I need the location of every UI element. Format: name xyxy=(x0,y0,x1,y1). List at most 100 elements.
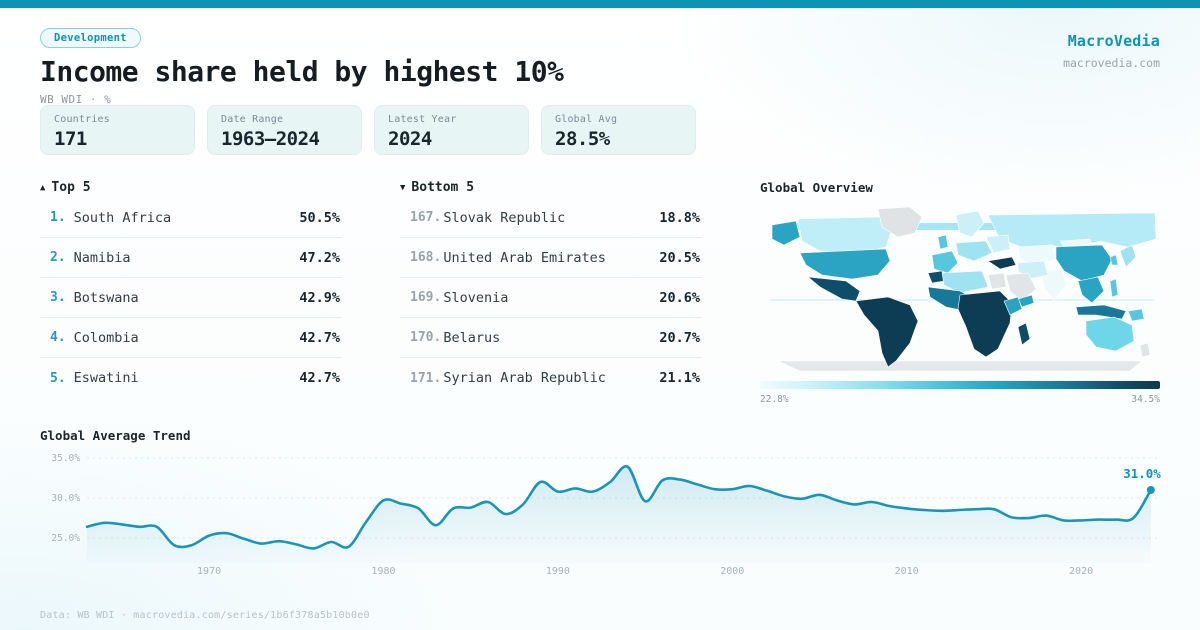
brand-domain: macrovedia.com xyxy=(1063,56,1160,70)
stat-card-latest-year: Latest Year 2024 xyxy=(374,105,529,155)
map-regions xyxy=(771,206,1157,372)
region-eastern-europe xyxy=(985,234,1011,254)
bottom5-header: ▼ Bottom 5 xyxy=(400,180,702,195)
country-value: 42.7% xyxy=(299,329,340,346)
country-name: Eswatini xyxy=(73,370,139,386)
region-china xyxy=(1055,244,1113,282)
rank: 2. xyxy=(50,250,66,265)
country-name: Belarus xyxy=(443,329,501,346)
stat-label: Latest Year xyxy=(388,114,457,125)
brand-block: MacroVedia macrovedia.com xyxy=(1063,32,1160,70)
region-greenland xyxy=(877,206,923,238)
x-axis-tick: 1980 xyxy=(371,566,395,577)
y-axis-tick: 25.0% xyxy=(51,533,80,544)
country-name: Botswana xyxy=(73,289,139,306)
region-central-europe xyxy=(955,240,993,262)
stat-value: 28.5% xyxy=(555,128,610,150)
region-australia xyxy=(1085,316,1135,352)
stat-value: 2024 xyxy=(388,128,432,150)
top5-panel: ▲ Top 5 1. South Africa 50.5% 2. Namibia … xyxy=(40,180,342,398)
list-item: 1. South Africa 50.5% xyxy=(40,198,342,238)
rank: 167. xyxy=(410,210,442,225)
top5-header: ▲ Top 5 xyxy=(40,180,342,195)
bottom5-title: Bottom 5 xyxy=(411,180,475,195)
down-triangle-icon: ▼ xyxy=(400,183,406,193)
stat-card-date-range: Date Range 1963—2024 xyxy=(207,105,362,155)
country-value: 47.2% xyxy=(299,249,340,266)
header: Development Income share held by highest… xyxy=(40,26,564,106)
list-item: 3. Botswana 42.9% xyxy=(40,278,342,318)
region-south-america xyxy=(855,296,919,368)
trend-area xyxy=(87,466,1151,563)
region-canada xyxy=(797,216,893,254)
rank: 168. xyxy=(410,250,442,265)
rank: 1. xyxy=(50,210,66,225)
country-value: 20.7% xyxy=(659,329,700,346)
rank: 5. xyxy=(50,370,66,386)
region-alaska xyxy=(771,220,801,246)
region-new-zealand xyxy=(1139,342,1151,358)
page-title: Income share held by highest 10% xyxy=(40,55,564,88)
list-item: 169. Slovenia 20.6% xyxy=(400,278,702,318)
region-horn-of-africa xyxy=(1003,296,1023,316)
list-item: 5. Eswatini 42.7% xyxy=(40,358,342,398)
trend-end-label: 31.0% xyxy=(1123,466,1161,481)
region-india xyxy=(1041,268,1067,302)
region-arabia xyxy=(1005,272,1037,302)
stat-card-countries: Countries 171 xyxy=(40,105,195,155)
brand-name: MacroVedia xyxy=(1067,32,1160,50)
list-item: 4. Colombia 42.7% xyxy=(40,318,342,358)
x-axis-tick: 1970 xyxy=(197,566,221,577)
country-name: Slovak Republic xyxy=(443,209,566,226)
country-name: South Africa xyxy=(73,209,172,226)
colorbar-min-label: 22.8% xyxy=(760,394,789,405)
list-item: 167. Slovak Republic 18.8% xyxy=(400,198,702,238)
region-egypt xyxy=(987,272,1007,290)
country-value: 21.1% xyxy=(659,370,700,386)
bottom5-panel: ▼ Bottom 5 167. Slovak Republic 18.8% 168… xyxy=(400,180,702,398)
colorbar-labels: 22.8% 34.5% xyxy=(760,394,1160,405)
country-name: Slovenia xyxy=(443,289,509,306)
region-philippines xyxy=(1109,278,1119,298)
region-morocco xyxy=(927,270,945,284)
rank: 170. xyxy=(410,330,442,345)
trend-line xyxy=(85,465,1153,550)
country-value: 42.9% xyxy=(299,289,340,306)
region-mexico xyxy=(807,276,861,302)
footer-attribution: Data: WB WDI · macrovedia.com/series/1b6… xyxy=(40,610,370,621)
y-axis-tick: 35.0% xyxy=(51,453,80,464)
stat-card-global-avg: Global Avg 28.5% xyxy=(541,105,696,155)
stat-label: Global Avg xyxy=(555,114,618,125)
country-name: Colombia xyxy=(73,329,139,346)
region-scandinavia xyxy=(955,210,985,238)
stat-cards: Countries 171 Date Range 1963—2024 Lates… xyxy=(40,105,696,155)
country-value: 50.5% xyxy=(299,209,340,226)
region-usa xyxy=(799,248,891,280)
list-item: 171. Syrian Arab Republic 21.1% xyxy=(400,358,702,398)
region-central-southern-africa xyxy=(957,290,1013,358)
list-item: 2. Namibia 47.2% xyxy=(40,238,342,278)
rank: 169. xyxy=(410,290,442,305)
choropleth-colorbar xyxy=(760,381,1160,389)
stat-value: 1963—2024 xyxy=(221,128,320,150)
list-item: 170. Belarus 20.7% xyxy=(400,318,702,358)
country-value: 42.7% xyxy=(299,370,340,386)
category-badge: Development xyxy=(40,28,141,48)
trend-title: Global Average Trend xyxy=(40,428,191,443)
trend-end-dot xyxy=(1146,486,1155,494)
country-name: United Arab Emirates xyxy=(443,249,606,266)
rank: 171. xyxy=(410,370,442,386)
country-value: 18.8% xyxy=(659,209,700,226)
stat-value: 171 xyxy=(54,128,87,150)
x-axis-tick: 2000 xyxy=(720,566,744,577)
map-title: Global Overview xyxy=(760,180,873,195)
rank: 3. xyxy=(50,290,66,305)
region-indochina xyxy=(1077,276,1105,304)
region-turkey xyxy=(987,256,1017,270)
region-antarctica xyxy=(777,360,1143,372)
region-japan xyxy=(1119,244,1137,268)
country-value: 20.5% xyxy=(659,249,700,266)
region-uk xyxy=(937,234,949,250)
region-iberia-france xyxy=(931,250,959,274)
